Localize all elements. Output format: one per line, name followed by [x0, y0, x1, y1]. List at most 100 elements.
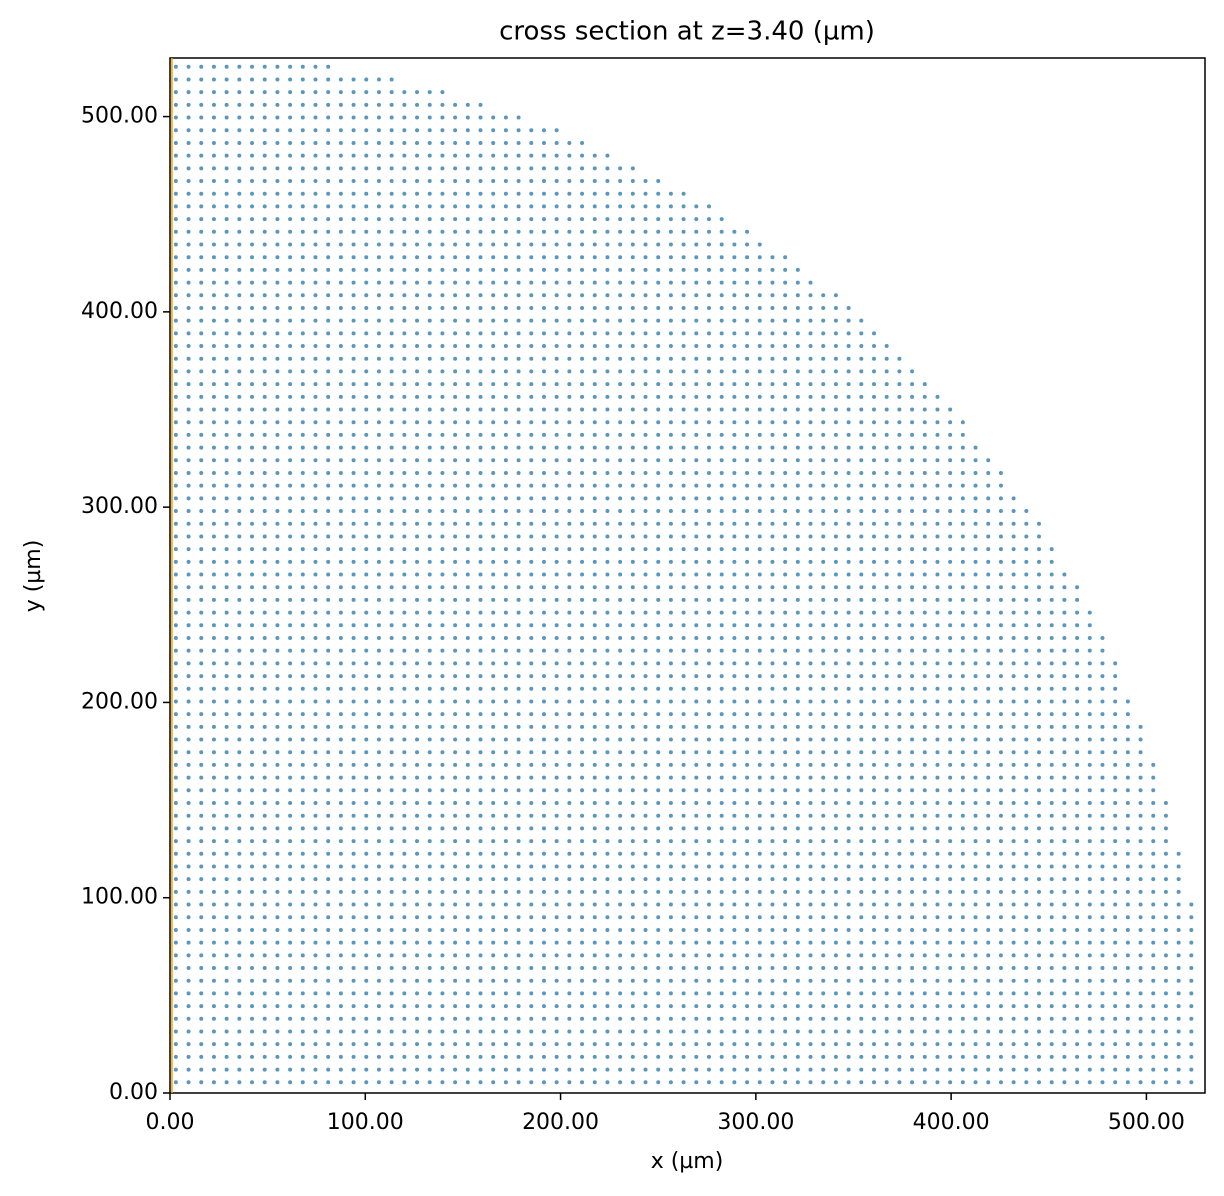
point: [237, 877, 242, 882]
point: [313, 686, 318, 691]
point: [821, 293, 826, 298]
point: [186, 762, 191, 767]
point: [922, 445, 927, 450]
point: [376, 572, 381, 577]
point: [884, 991, 889, 996]
point: [364, 750, 369, 755]
point: [871, 712, 876, 717]
point: [300, 1054, 305, 1059]
point: [630, 267, 635, 272]
point: [656, 318, 661, 323]
point: [859, 534, 864, 539]
point: [732, 445, 737, 450]
point: [1075, 597, 1080, 602]
point: [237, 635, 242, 640]
point: [1125, 737, 1130, 742]
point: [706, 572, 711, 577]
point: [567, 344, 572, 349]
point: [262, 1042, 267, 1047]
point: [694, 839, 699, 844]
point: [199, 724, 204, 729]
point: [275, 1029, 280, 1034]
point: [935, 839, 940, 844]
point: [364, 724, 369, 729]
point: [795, 572, 800, 577]
point: [986, 966, 991, 971]
point: [859, 915, 864, 920]
point: [1100, 737, 1105, 742]
point: [745, 864, 750, 869]
point: [376, 648, 381, 653]
point: [973, 927, 978, 932]
point: [516, 610, 521, 615]
point: [440, 407, 445, 412]
point: [300, 864, 305, 869]
point: [745, 915, 750, 920]
point: [351, 534, 356, 539]
point: [199, 788, 204, 793]
point: [250, 623, 255, 628]
point: [630, 356, 635, 361]
point: [199, 1080, 204, 1085]
point: [250, 318, 255, 323]
point: [770, 699, 775, 704]
point: [364, 661, 369, 666]
point: [592, 915, 597, 920]
point: [973, 877, 978, 882]
point: [567, 356, 572, 361]
point: [732, 229, 737, 234]
point: [948, 585, 953, 590]
point: [211, 623, 216, 628]
point: [1125, 1042, 1130, 1047]
point: [567, 179, 572, 184]
point: [199, 179, 204, 184]
point: [427, 902, 432, 907]
point: [237, 318, 242, 323]
point: [567, 229, 572, 234]
point: [605, 851, 610, 856]
point: [808, 1004, 813, 1009]
point: [376, 369, 381, 374]
point: [453, 509, 458, 514]
point: [998, 966, 1003, 971]
point: [592, 953, 597, 958]
point: [529, 826, 534, 831]
point: [1113, 674, 1118, 679]
point: [1062, 750, 1067, 755]
point: [554, 750, 559, 755]
point: [503, 293, 508, 298]
point: [605, 864, 610, 869]
point: [783, 978, 788, 983]
point: [300, 648, 305, 653]
point: [1138, 1004, 1143, 1009]
point: [529, 940, 534, 945]
point: [275, 179, 280, 184]
point: [1024, 1004, 1029, 1009]
point: [211, 826, 216, 831]
point: [516, 305, 521, 310]
point: [592, 420, 597, 425]
point: [173, 1029, 178, 1034]
point: [833, 750, 838, 755]
point: [478, 369, 483, 374]
point: [313, 305, 318, 310]
point: [1125, 724, 1130, 729]
point: [1049, 1054, 1054, 1059]
point: [364, 927, 369, 932]
point: [478, 712, 483, 717]
point: [529, 356, 534, 361]
point: [986, 851, 991, 856]
point: [529, 915, 534, 920]
point: [1125, 902, 1130, 907]
point: [833, 572, 838, 577]
point: [871, 813, 876, 818]
point: [453, 356, 458, 361]
point: [338, 458, 343, 463]
point: [541, 470, 546, 475]
point: [618, 331, 623, 336]
point: [770, 686, 775, 691]
point: [1037, 635, 1042, 640]
point: [783, 712, 788, 717]
point: [250, 280, 255, 285]
point: [364, 293, 369, 298]
